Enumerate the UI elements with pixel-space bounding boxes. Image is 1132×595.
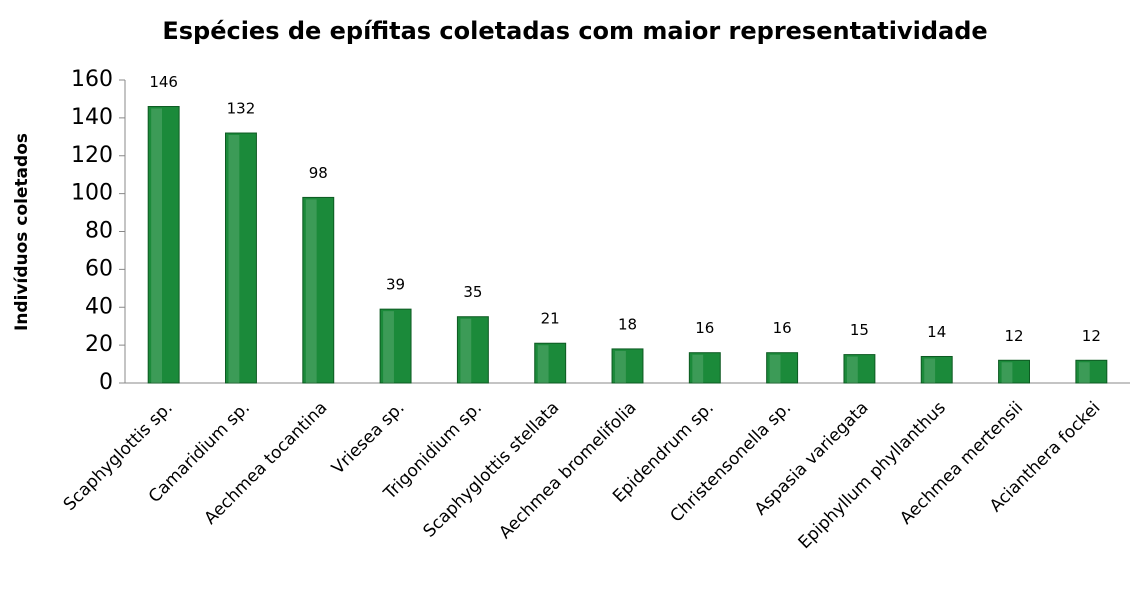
bar [379, 308, 412, 384]
x-tick-label: Epiphyllum phyllanthus [795, 398, 950, 553]
y-tick-label: 60 [85, 256, 113, 281]
bar-highlight [692, 354, 704, 383]
y-tick-label: 40 [85, 294, 113, 319]
bar-highlight [383, 311, 394, 383]
chart-title: Espécies de epífitas coletadas com maior… [162, 17, 987, 45]
bar [147, 106, 180, 384]
x-tick-label: Scaphyglottis stellata [419, 398, 563, 542]
bar-highlight [924, 358, 936, 383]
data-label: 16 [773, 319, 792, 337]
y-tick-label: 120 [71, 143, 113, 168]
bar [920, 355, 953, 384]
y-tick-label: 0 [99, 370, 113, 395]
bar [302, 196, 335, 384]
data-label: 14 [927, 323, 946, 341]
y-tick-label: 100 [71, 181, 113, 206]
bar-highlight [615, 350, 626, 383]
data-label: 15 [850, 321, 869, 339]
bar [766, 352, 799, 384]
bar-highlight [228, 135, 240, 383]
bar [688, 352, 721, 384]
data-label: 12 [1082, 327, 1101, 345]
data-label: 18 [618, 315, 637, 333]
bar [456, 316, 489, 384]
bar-highlight [460, 318, 472, 383]
y-tick-label: 20 [85, 332, 113, 357]
bar [534, 342, 567, 384]
data-label: 16 [695, 319, 714, 337]
y-tick-label: 160 [71, 67, 113, 92]
bar-highlight [1001, 362, 1013, 383]
data-label: 12 [1004, 327, 1023, 345]
bar [611, 348, 644, 384]
y-tick-label: 140 [71, 105, 113, 130]
bar-highlight [769, 354, 781, 383]
y-axis-label: Indivíduos coletados [12, 133, 32, 331]
y-tick-label: 80 [85, 219, 113, 244]
x-tick-label: Vriesea sp. [328, 398, 409, 479]
bar [1075, 359, 1108, 384]
data-label: 98 [309, 164, 328, 182]
bar [998, 359, 1030, 384]
bar-highlight [1078, 362, 1090, 383]
data-label: 39 [386, 276, 405, 294]
bar [225, 132, 257, 384]
bar-highlight [151, 108, 163, 383]
data-label: 146 [149, 73, 178, 91]
bar-highlight [537, 345, 549, 383]
x-tick-label: Aechmea bromelifolia [495, 398, 640, 543]
data-label: 132 [227, 100, 256, 118]
data-label: 35 [463, 283, 482, 301]
bar-highlight [846, 356, 858, 383]
data-label: 21 [541, 310, 560, 328]
bar-highlight [305, 199, 317, 383]
bar [843, 354, 876, 384]
